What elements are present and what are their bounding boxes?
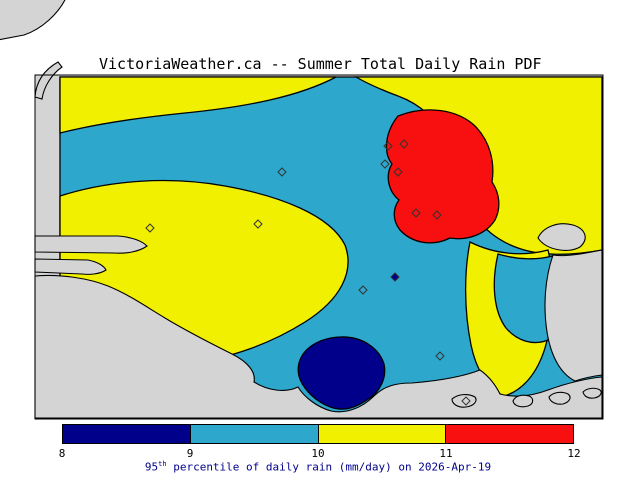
rain-region-yellow-topleft	[59, 76, 337, 134]
figure-title: VictoriaWeather.ca -- Summer Total Daily…	[99, 55, 542, 73]
caption-ordinal-suffix: th	[158, 460, 167, 468]
station-marker	[390, 272, 400, 282]
station-marker	[358, 285, 368, 295]
colorbar	[62, 424, 574, 444]
colorbar-tick-12: 12	[567, 447, 581, 460]
coast-hook-upper-left	[34, 61, 63, 100]
colorbar-segment-11-12	[446, 425, 573, 443]
station-marker	[145, 223, 155, 233]
colorbar-segment-10-11	[318, 425, 447, 443]
station-marker	[461, 396, 471, 406]
peninsula-strip-lower	[34, 258, 107, 275]
island-south-1	[451, 394, 477, 408]
island-south-3	[548, 391, 571, 405]
station-marker	[253, 219, 263, 229]
station-marker	[383, 141, 393, 151]
island-east	[537, 223, 586, 251]
land-right-margin	[544, 249, 603, 382]
station-marker	[399, 139, 409, 149]
colorbar-tick-9: 9	[186, 447, 194, 460]
colorbar-tick-10: 10	[311, 447, 325, 460]
colorbar-segment-8-9	[63, 425, 191, 443]
colorbar-tick-11: 11	[439, 447, 453, 460]
peninsula-strip-upper	[34, 235, 148, 254]
caption-percentile-number: 95	[144, 460, 159, 474]
land-bottom-left	[34, 274, 603, 419]
caption-text: percentile of daily rain (mm/day) on 202…	[166, 460, 492, 474]
map-frame	[34, 74, 604, 420]
island-south-2	[512, 394, 534, 408]
rain-region-navy	[297, 336, 386, 410]
station-marker	[435, 351, 445, 361]
land-top-left-corner	[0, 0, 66, 41]
colorbar-segment-9-10	[190, 425, 319, 443]
colorbar-tick-8: 8	[58, 447, 66, 460]
station-marker	[411, 208, 421, 218]
station-markers	[145, 139, 471, 406]
island-south-4	[582, 387, 602, 399]
station-marker	[380, 159, 390, 169]
rain-region-red	[385, 109, 500, 244]
station-marker	[393, 167, 403, 177]
colorbar-caption: 95th percentile of daily rain (mm/day) o…	[62, 460, 574, 474]
station-marker	[432, 210, 442, 220]
station-marker	[277, 167, 287, 177]
